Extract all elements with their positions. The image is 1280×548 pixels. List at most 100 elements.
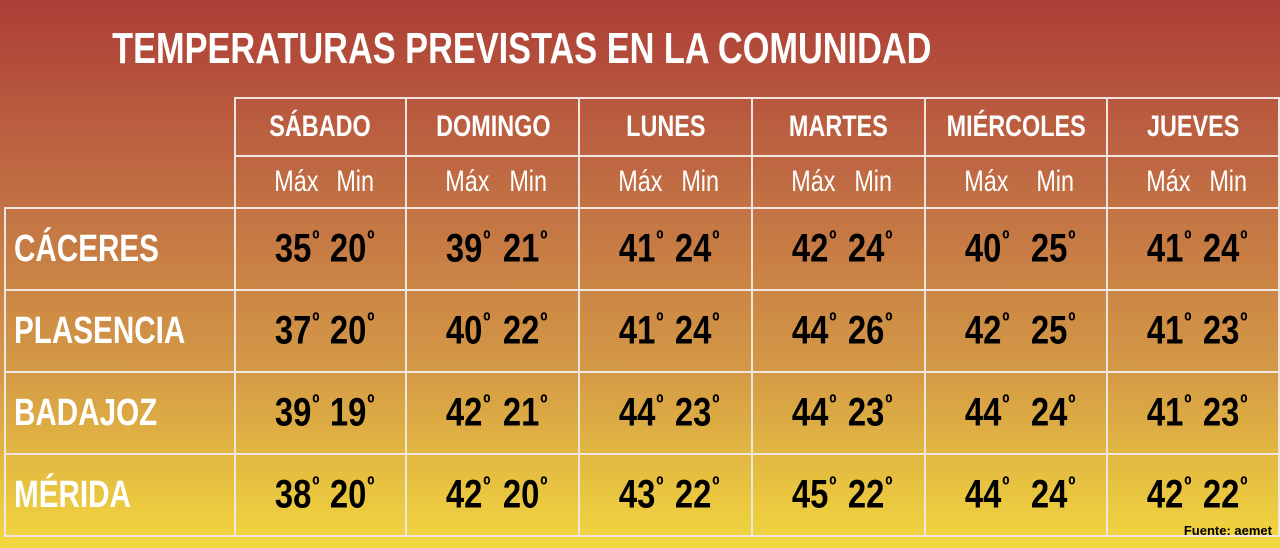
max-value: 39 [274,390,311,435]
temperature-cell: 44º 24º [923,371,1108,455]
degree-symbol: º [367,308,375,336]
source-label: Fuente: aemet [1183,523,1272,538]
max-temperature: 44º [965,390,1009,435]
degree-symbol: º [712,308,720,336]
degree-symbol: º [367,472,375,500]
max-min-header: Máx Min [405,155,581,209]
day-label: LUNES [625,110,706,143]
day-label: DOMINGO [435,110,551,143]
max-value: 42 [791,226,828,271]
max-value: 41 [1146,226,1184,271]
max-temperature: 42º [1147,472,1191,517]
degree-symbol: º [1067,472,1075,500]
min-temperature: 24º [848,226,892,271]
temperature-cell: 41º 23º [1105,289,1280,373]
degree-symbol: º [483,472,491,500]
max-min-header: Máx Min [750,155,926,209]
min-value: 22 [848,472,885,517]
table-body: CÁCERES 35º 20º 39º 21º 41º 24º 42º 24º 40º 25º 41º… [4,207,1280,537]
max-temperature: 44º [791,308,835,353]
min-temperature: 25º [1030,308,1074,353]
temperature-cell: 40º 25º [923,207,1108,291]
max-temperature: 38º [274,472,318,517]
temperature-cell: 44º 24º [923,453,1108,537]
max-temperature: 42º [965,308,1009,353]
max-value: 44 [619,390,656,435]
degree-symbol: º [828,472,836,500]
min-temperature: 22º [503,308,547,353]
degree-symbol: º [656,390,664,418]
degree-symbol: º [367,226,375,254]
degree-symbol: º [656,226,664,254]
max-value: 41 [619,226,656,271]
temperature-cell: 43º 22º [578,453,753,537]
degree-symbol: º [540,472,548,500]
degree-symbol: º [1001,226,1010,254]
city-label: BADAJOZ [14,391,158,434]
min-temperature: 22º [675,472,719,517]
day-header: MARTES [750,97,926,157]
degree-symbol: º [1183,472,1192,500]
temperature-cell: 42º 24º [750,207,926,291]
min-temperature: 26º [848,308,892,353]
temperature-cell: 41º 24º [1105,207,1280,291]
max-value: 37 [274,308,311,353]
degree-symbol: º [1183,226,1192,254]
max-temperature: 41º [1147,308,1191,353]
min-temperature: 24º [675,226,719,271]
min-value: 24 [675,226,712,271]
max-temperature: 35º [274,226,318,271]
degree-symbol: º [828,226,836,254]
max-value: 38 [274,472,311,517]
degree-symbol: º [483,308,491,336]
max-temperature: 44º [965,472,1009,517]
degree-symbol: º [540,308,548,336]
degree-symbol: º [828,308,836,336]
min-value: 23 [1202,308,1240,353]
corner-cell [5,98,236,156]
min-temperature: 24º [675,308,719,353]
max-label: Máx [273,165,319,198]
min-label: Min [681,165,720,198]
min-temperature: 23º [1203,390,1247,435]
degree-symbol: º [1239,226,1248,254]
min-temperature: 22º [1203,472,1247,517]
min-temperature: 21º [503,390,547,435]
degree-symbol: º [885,390,893,418]
min-temperature: 24º [1030,390,1074,435]
max-temperature: 41º [619,308,663,353]
max-value: 40 [964,226,1002,271]
min-temperature: 25º [1030,226,1074,271]
degree-symbol: º [483,226,491,254]
max-value: 44 [964,390,1002,435]
min-temperature: 23º [675,390,719,435]
min-label: Min [1208,165,1247,198]
min-label: Min [336,165,374,198]
min-label: Min [509,165,548,198]
temperature-cell: 41º 24º [578,207,753,291]
min-temperature: 19º [330,390,374,435]
degree-symbol: º [712,390,720,418]
max-temperature: 44º [619,390,663,435]
min-value: 21 [503,390,540,435]
temperature-cell: 40º 22º [405,289,581,373]
min-value: 22 [1202,472,1240,517]
degree-symbol: º [712,226,720,254]
temperature-cell: 44º 23º [578,371,753,455]
temperature-cell: 39º 19º [233,371,408,455]
day-header: DOMINGO [405,97,581,157]
min-value: 25 [1030,226,1067,271]
day-label: SÁBADO [269,110,372,143]
temperature-cell: 37º 20º [233,289,408,373]
temperature-cell: 38º 20º [233,453,408,537]
degree-symbol: º [540,390,548,418]
degree-symbol: º [828,390,836,418]
max-label: Máx [618,165,663,198]
min-label: Min [854,165,893,198]
temperature-cell: 41º 24º [578,289,753,373]
min-value: 22 [503,308,540,353]
min-temperature: 20º [330,226,374,271]
min-value: 20 [329,472,367,517]
min-value: 24 [1030,472,1067,517]
city-cell: BADAJOZ [4,371,236,455]
